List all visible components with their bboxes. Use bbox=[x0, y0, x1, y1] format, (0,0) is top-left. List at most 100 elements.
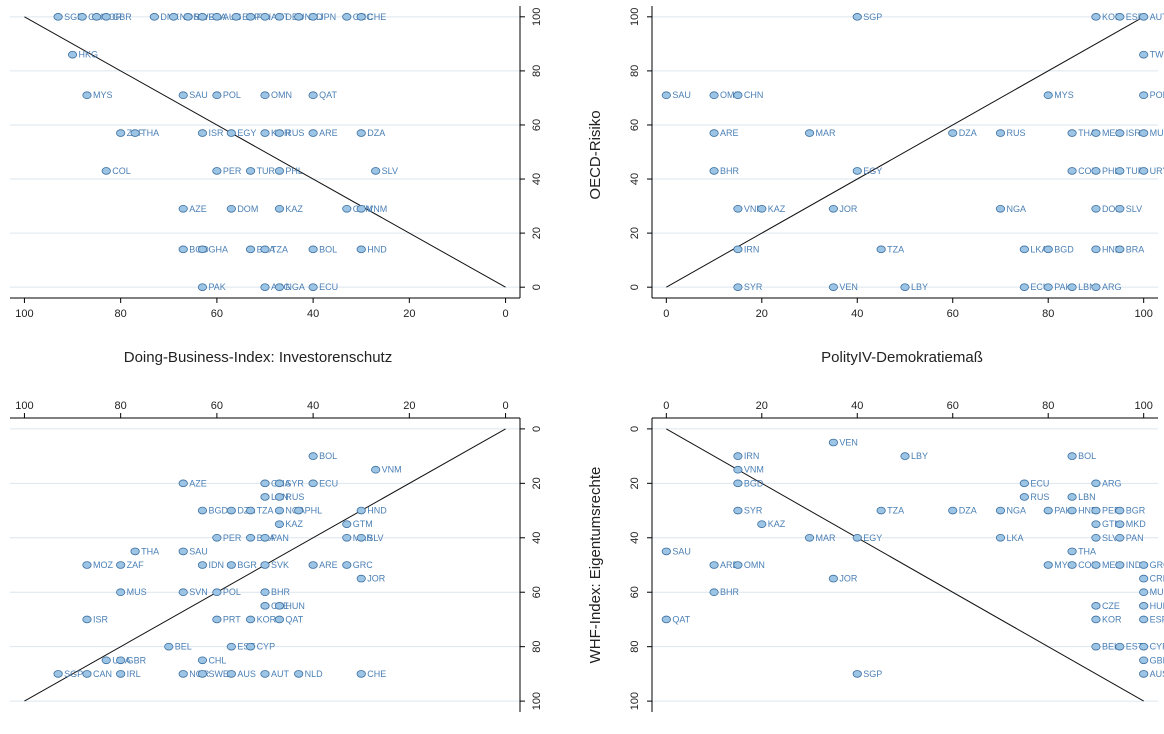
point-label: LBN bbox=[1078, 492, 1096, 502]
x-tick-label: 20 bbox=[403, 308, 415, 320]
y-tick-label: 40 bbox=[629, 173, 641, 185]
point-label: TZA bbox=[887, 506, 904, 516]
data-point bbox=[178, 245, 188, 254]
y-tick-label: 20 bbox=[629, 227, 641, 239]
point-label: SGP bbox=[863, 669, 882, 679]
point-label: JPN bbox=[319, 12, 336, 22]
y-tick-label: 40 bbox=[531, 532, 543, 544]
point-label: BOL bbox=[319, 244, 337, 254]
point-label: AZE bbox=[189, 204, 207, 214]
point-label: BGD bbox=[744, 478, 764, 488]
point-label: KOR bbox=[257, 614, 277, 624]
data-point bbox=[1139, 656, 1149, 665]
data-point bbox=[1091, 533, 1101, 542]
data-point bbox=[274, 167, 285, 175]
data-point bbox=[356, 506, 366, 515]
data-point bbox=[757, 204, 767, 213]
point-label: ARG bbox=[1102, 282, 1122, 292]
point-label: ARE bbox=[720, 128, 739, 138]
point-label: TUR bbox=[1126, 166, 1145, 176]
data-point bbox=[661, 615, 671, 624]
x-axis-title-polity: PolityIV-Demokratiemaß bbox=[821, 349, 983, 366]
y-tick-label: 20 bbox=[531, 227, 543, 239]
data-point bbox=[308, 245, 318, 254]
point-label: GRC bbox=[1150, 560, 1164, 570]
point-label: SWE bbox=[208, 669, 229, 679]
data-point bbox=[116, 561, 126, 569]
point-label: CYP bbox=[257, 642, 276, 652]
data-point bbox=[260, 479, 270, 488]
y-tick-label: 0 bbox=[629, 284, 641, 290]
data-point bbox=[1139, 642, 1149, 651]
data-point bbox=[1091, 204, 1101, 213]
point-label: PER bbox=[223, 166, 242, 176]
data-point bbox=[876, 506, 886, 515]
point-label: VNM bbox=[744, 204, 764, 214]
data-point bbox=[274, 493, 285, 501]
point-label: MAR bbox=[816, 533, 837, 543]
data-point bbox=[1115, 533, 1125, 542]
point-label: JOR bbox=[839, 574, 858, 584]
data-point bbox=[308, 13, 318, 21]
data-point bbox=[178, 547, 188, 556]
point-label: NGA bbox=[285, 282, 305, 292]
data-point bbox=[1067, 452, 1077, 460]
data-point bbox=[733, 283, 743, 291]
data-point bbox=[245, 13, 256, 21]
x-axis-title-doing-business: Doing-Business-Index: Investorenschutz bbox=[124, 349, 392, 366]
point-label: AZE bbox=[189, 478, 207, 488]
data-point bbox=[1091, 602, 1101, 610]
panel-bottom-left: 100806040200020406080100BOLVNMAZEGHASYRE… bbox=[10, 400, 543, 712]
y-tick-label: 0 bbox=[531, 426, 543, 432]
point-label: POL bbox=[223, 587, 241, 597]
point-label: GHA bbox=[208, 244, 228, 254]
point-label: CAN bbox=[93, 669, 112, 679]
point-label: PAN bbox=[271, 533, 289, 543]
data-point bbox=[356, 129, 366, 137]
x-tick-label: 20 bbox=[756, 308, 768, 320]
data-point bbox=[1115, 167, 1125, 175]
data-point bbox=[274, 602, 285, 610]
x-tick-label: 20 bbox=[403, 400, 415, 412]
reference-line bbox=[666, 16, 1144, 288]
data-point bbox=[1115, 13, 1125, 21]
y-axis-title-oecd: OECD-Risiko bbox=[587, 110, 604, 199]
data-point bbox=[371, 167, 381, 175]
point-label: GBR bbox=[127, 655, 147, 665]
x-tick-label: 0 bbox=[503, 400, 509, 412]
data-point bbox=[733, 506, 743, 515]
point-label: TWN bbox=[1150, 50, 1164, 60]
point-label: MUS bbox=[1150, 128, 1164, 138]
point-label: MEX bbox=[1102, 128, 1122, 138]
data-point bbox=[101, 13, 111, 21]
point-label: MOZ bbox=[93, 560, 113, 570]
point-label: QAT bbox=[285, 614, 303, 624]
data-point bbox=[226, 561, 236, 569]
data-point bbox=[1139, 588, 1149, 597]
point-label: ISR bbox=[93, 614, 109, 624]
point-label: SVN bbox=[189, 587, 208, 597]
point-label: SLV bbox=[1102, 533, 1118, 543]
data-point bbox=[948, 506, 958, 515]
point-label: POL bbox=[223, 90, 241, 100]
data-point bbox=[1043, 245, 1053, 254]
data-point bbox=[226, 670, 236, 678]
x-tick-label: 0 bbox=[663, 400, 669, 412]
point-label: CHN bbox=[744, 90, 764, 100]
point-label: THA bbox=[141, 546, 159, 556]
point-label: SGP bbox=[64, 12, 83, 22]
point-label: ARG bbox=[1102, 478, 1122, 488]
data-point bbox=[852, 533, 862, 542]
data-point bbox=[82, 91, 92, 100]
y-tick-label: 0 bbox=[531, 284, 543, 290]
point-label: TUR bbox=[257, 166, 276, 176]
point-label: PAK bbox=[208, 282, 225, 292]
x-tick-label: 40 bbox=[307, 400, 319, 412]
x-tick-label: 60 bbox=[211, 400, 223, 412]
data-point bbox=[356, 204, 366, 213]
reference-line bbox=[24, 16, 506, 288]
data-point bbox=[226, 204, 236, 213]
x-tick-label: 80 bbox=[115, 400, 127, 412]
point-label: GTM bbox=[353, 519, 373, 529]
data-point bbox=[212, 91, 222, 100]
